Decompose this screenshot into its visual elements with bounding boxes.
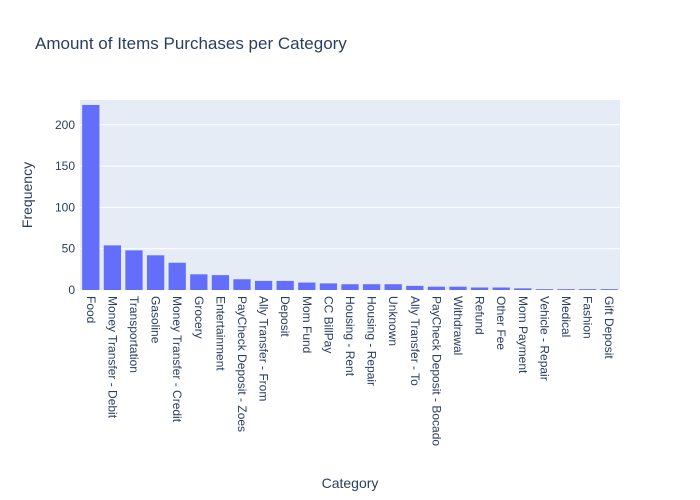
x-tick-label: Money Transfer - Debit xyxy=(105,296,119,419)
bar xyxy=(362,284,381,290)
x-tick-label: Gift Deposit xyxy=(602,296,616,359)
bar xyxy=(492,287,510,290)
x-tick-label: Mom Payment xyxy=(516,296,530,374)
y-axis-title: Frequency xyxy=(19,162,35,228)
bars xyxy=(82,104,618,291)
x-tick-label: Gasoline xyxy=(149,296,163,344)
x-tick-label: Food xyxy=(84,296,98,323)
x-tick-label: Grocery xyxy=(192,296,206,339)
x-tick-label: Transportation xyxy=(127,296,141,373)
bar xyxy=(103,245,122,290)
x-tick-label: PayCheck Deposit - Bocado xyxy=(429,296,443,446)
x-tick-label: Housing - Repair xyxy=(365,296,379,386)
x-tick-label: Other Fee xyxy=(494,296,508,350)
x-tick-label: Unknown xyxy=(386,296,400,346)
x-tick-label: Deposit xyxy=(278,296,292,337)
bar xyxy=(146,255,165,290)
bar xyxy=(514,288,532,290)
plot-background xyxy=(80,100,620,290)
x-tick-label: Fashion xyxy=(581,296,595,339)
bar xyxy=(578,289,597,290)
bar xyxy=(470,287,489,290)
bar xyxy=(168,262,186,290)
x-tick-label: Ally Transfer - To xyxy=(408,296,422,386)
x-tick-label: Housing - Rent xyxy=(343,296,357,377)
bar xyxy=(341,284,359,290)
x-tick-label: Mom Fund xyxy=(300,296,314,353)
bar xyxy=(449,286,467,290)
x-tick-label: Ally Transfer - From xyxy=(257,296,271,401)
bar xyxy=(254,280,273,290)
bar xyxy=(276,280,294,290)
bar xyxy=(211,275,230,290)
chart-title: Amount of Items Purchases per Category xyxy=(35,34,347,53)
bar xyxy=(125,250,143,290)
bar xyxy=(190,274,208,290)
x-tick-label: CC BillPay xyxy=(321,296,335,353)
y-tick-label: 200 xyxy=(55,118,75,132)
x-tick-label: Money Transfer - Credit xyxy=(170,296,184,423)
x-tick-label: Refund xyxy=(473,296,487,335)
x-tick-label: Medical xyxy=(559,296,573,337)
x-tick-label: Withdrawal xyxy=(451,296,465,355)
bar xyxy=(319,283,338,290)
bar xyxy=(406,285,424,290)
y-tick-label: 150 xyxy=(55,159,75,173)
x-tick-label: PayCheck Deposit - Zoes xyxy=(235,296,249,432)
bar xyxy=(82,104,100,291)
y-tick-label: 50 xyxy=(62,242,76,256)
bar xyxy=(557,289,575,290)
y-tick-label: 100 xyxy=(55,200,75,214)
y-tick-labels: 0 50 100 150 200 xyxy=(55,118,75,297)
bar xyxy=(384,284,402,290)
x-tick-label: Entertainment xyxy=(213,296,227,371)
x-tick-label: Vehicle - Repair xyxy=(537,296,551,381)
x-tick-labels: Food Money Transfer - Debit Transportation… xyxy=(84,296,616,446)
bar xyxy=(427,286,446,290)
bar xyxy=(600,289,618,290)
bar xyxy=(233,279,251,290)
x-axis-title: Category xyxy=(322,475,379,491)
y-tick-label: 0 xyxy=(68,283,75,297)
bar xyxy=(298,282,316,290)
bar xyxy=(535,289,554,290)
gridlines xyxy=(80,124,620,250)
